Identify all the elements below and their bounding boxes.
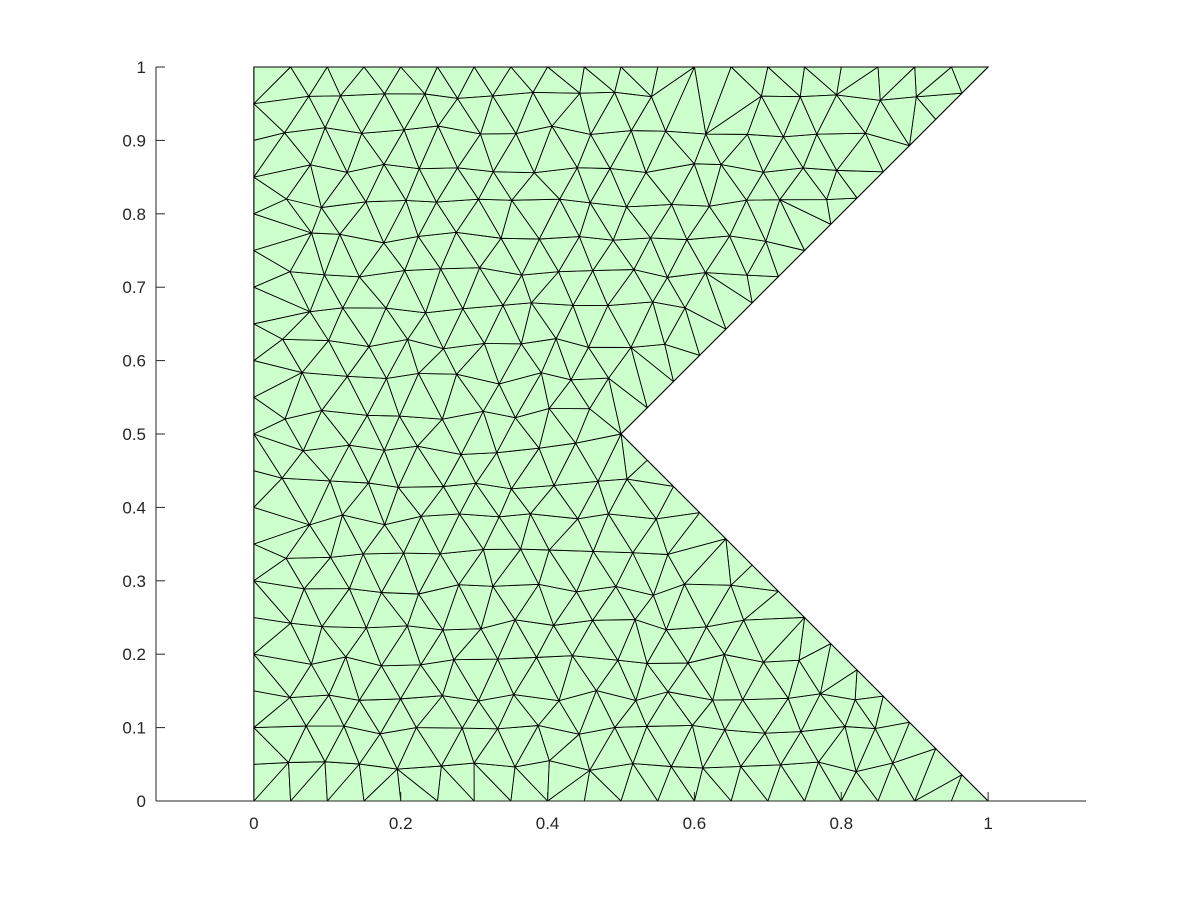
y-tick-label: 0.2 [122,645,146,664]
mesh-triangle [798,643,832,695]
mesh-triangle [597,478,628,515]
y-tick-label: 1 [137,58,146,77]
y-tick-label: 0.5 [122,425,146,444]
mesh-triangle [854,695,884,730]
mesh-triangle [819,669,858,701]
mesh-triangle [308,66,341,97]
x-tick-label: 0.6 [683,814,707,833]
y-tick-label: 0.6 [122,352,146,371]
x-tick-label: 1 [983,814,992,833]
mesh-triangle [579,91,616,135]
y-tick-label: 0 [137,792,146,811]
mesh-triangle [879,96,917,147]
x-tick-label: 0 [249,814,258,833]
y-tick-label: 0.1 [122,719,146,738]
x-tick-label: 0.8 [829,814,853,833]
mesh-triangle [762,659,800,699]
mesh-triangle [799,94,837,135]
mesh-triangle [760,95,801,138]
mesh-triangle [836,66,881,101]
y-tick-label: 0.4 [122,498,146,517]
mesh-triangle [683,583,732,628]
mesh-triangle [492,66,534,97]
mesh-layer [253,66,990,802]
mesh-triangle [665,130,707,165]
mesh-triangle [424,93,458,127]
y-tick-label: 0.3 [122,572,146,591]
x-tick-label: 0.4 [536,814,560,833]
mesh-triangle [340,66,385,97]
mesh-triangle [532,92,581,127]
mesh-triangle [614,91,652,132]
y-tick-label: 0.9 [122,131,146,150]
mesh-triangle [854,669,884,701]
x-tick-label: 0.2 [389,814,413,833]
mesh-triangle [384,93,426,131]
y-tick-label: 0.8 [122,205,146,224]
axes: 0 0.2 0.4 0.6 0.8 1 0 0.1 0.2 0.3 0.4 0.5 0.6 0.7 0.8 0… [122,58,1086,833]
y-tick-label: 0.7 [122,278,146,297]
mesh-triangle [457,95,494,135]
